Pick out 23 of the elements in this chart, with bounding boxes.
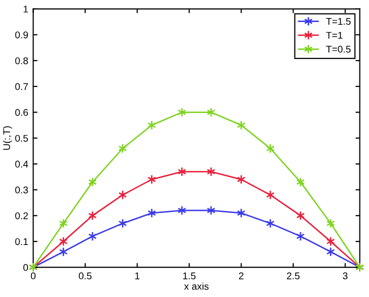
y-tick-label: 0.8	[15, 57, 28, 64]
y-tick-label: 0.6	[15, 109, 28, 116]
y-tick-label: 0.5	[15, 134, 28, 142]
y-tick-label: 0.9	[15, 31, 28, 38]
y-tick-label: 0.1	[15, 238, 28, 246]
x-axis-title: x axis	[184, 282, 209, 290]
x-tick-label: 2	[239, 272, 244, 280]
x-tick-label: 3	[342, 272, 348, 280]
y-tick-label: 0	[23, 264, 28, 271]
y-tick-label: 1	[24, 6, 28, 12]
y-tick-label: 0.2	[15, 212, 28, 220]
y-tick-label: 0.7	[15, 83, 28, 90]
x-tick-label: 2.5	[286, 272, 300, 280]
y-axis-title: U(:,T)	[2, 126, 12, 150]
x-tick-label: 0	[30, 272, 36, 280]
y-tick-label: 0.3	[15, 186, 28, 194]
legend-label: T=0.5	[326, 46, 351, 53]
legend-label: T=1	[326, 32, 342, 39]
x-tick-label: 1.5	[183, 272, 196, 280]
y-tick-label: 0.4	[15, 160, 28, 168]
x-tick-label: 1	[135, 272, 140, 280]
x-tick-label: 0.5	[78, 272, 92, 280]
legend-label: T=1.5	[326, 18, 351, 25]
